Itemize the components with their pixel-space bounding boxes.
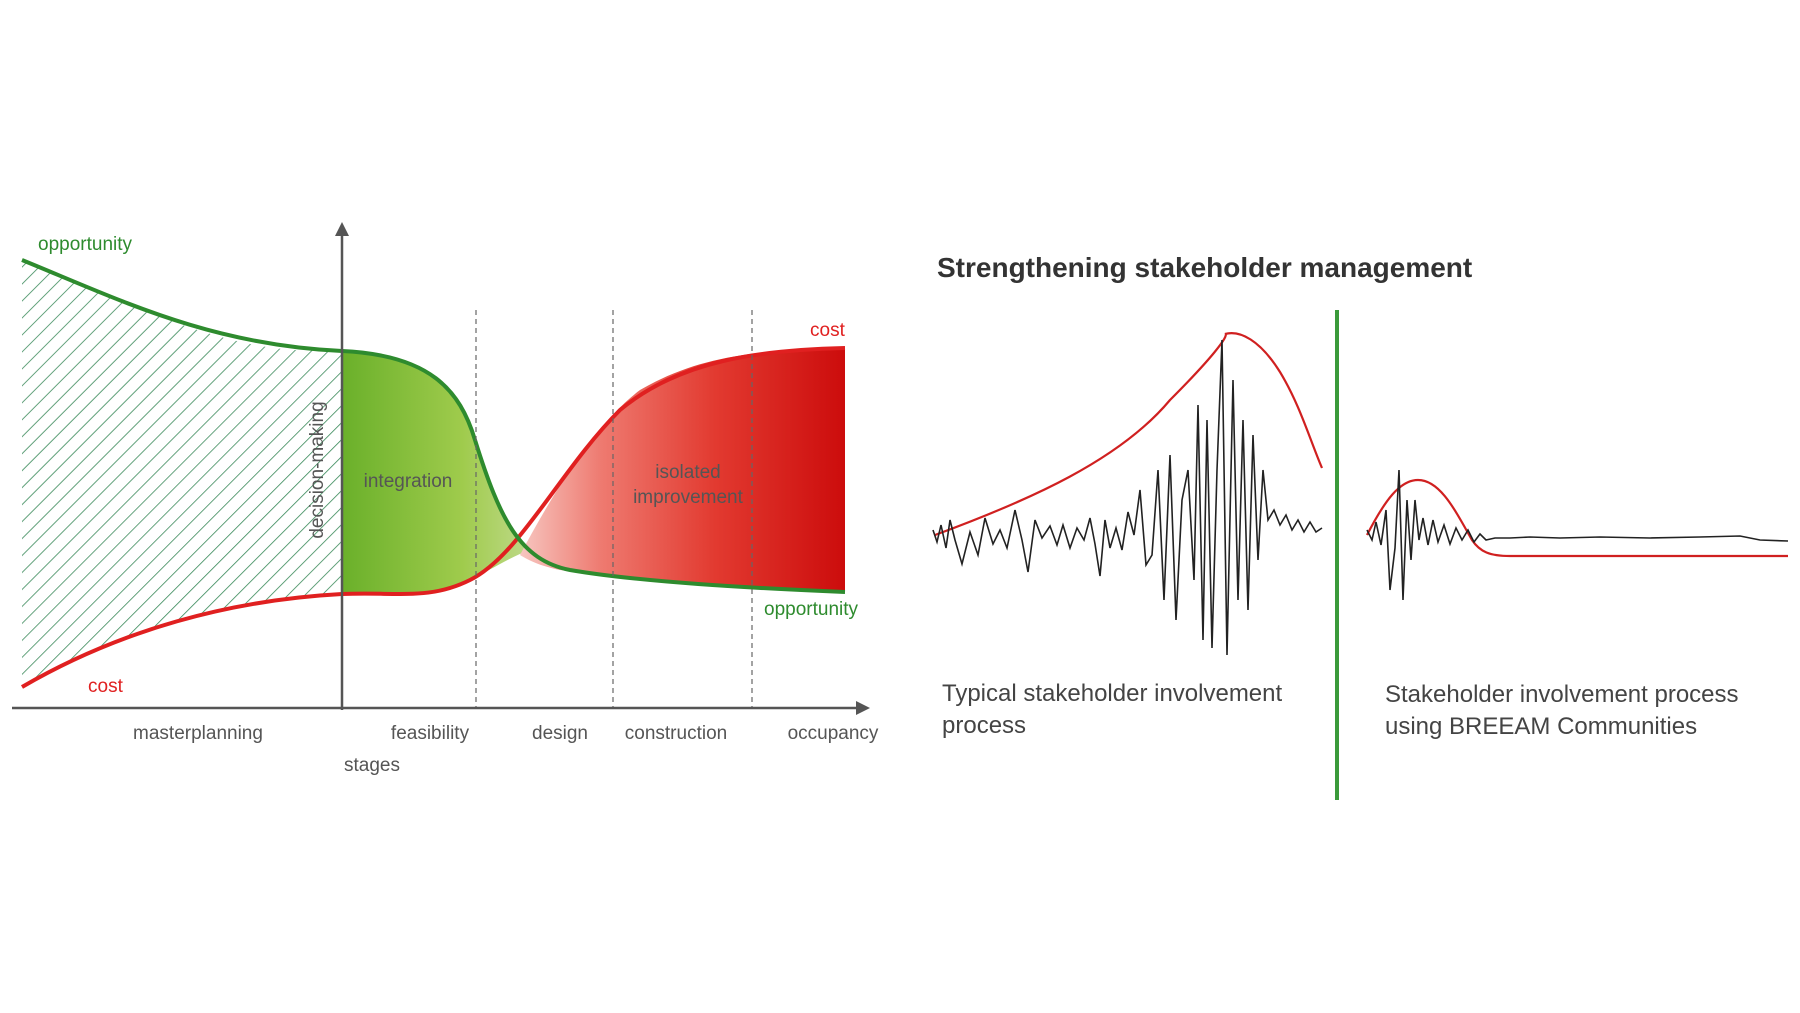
hatched-area (22, 260, 342, 687)
isolated-label: isolated (655, 462, 721, 483)
opportunity-top-label: opportunity (38, 234, 133, 255)
right-diagram-title: Strengthening stakeholder management (937, 252, 1472, 283)
isolated-improvement-area (520, 348, 845, 592)
stage-label-design: design (532, 723, 588, 744)
stage-label-occupancy: occupancy (788, 723, 879, 744)
cost-top-label: cost (810, 320, 846, 341)
breeam-signal-curve (1366, 469, 1789, 601)
integration-area (342, 351, 560, 594)
opportunity-bottom-label: opportunity (764, 599, 859, 620)
y-axis-arrow-icon (335, 222, 349, 236)
breeam-caption-line1: Stakeholder involvement process (1385, 681, 1739, 708)
typical-caption-line1: Typical stakeholder involvement (942, 680, 1283, 707)
stage-label-feasibility: feasibility (391, 723, 470, 744)
cost-bottom-label: cost (88, 676, 124, 697)
opportunity-curve (21, 258, 846, 594)
improvement-label: improvement (633, 487, 744, 508)
decision-making-label: decision-making (307, 401, 328, 538)
stage-label-construction: construction (625, 723, 727, 744)
integration-label: integration (364, 471, 453, 492)
typical-signal-curve (932, 339, 1323, 656)
typical-caption-line2: process (942, 712, 1026, 739)
x-axis-arrow-icon (856, 701, 870, 715)
stage-label-masterplanning: masterplanning (133, 723, 263, 744)
stages-axis-label: stages (344, 755, 400, 776)
typical-envelope-curve (934, 332, 1324, 537)
cost-curve (20, 346, 846, 689)
right-diagram: Strengthening stakeholder management Typ… (932, 252, 1789, 800)
left-diagram: opportunity cost decision-making integra… (12, 222, 879, 776)
breeam-caption-line2: using BREEAM Communities (1385, 713, 1697, 740)
breeam-envelope-curve (1366, 478, 1788, 558)
